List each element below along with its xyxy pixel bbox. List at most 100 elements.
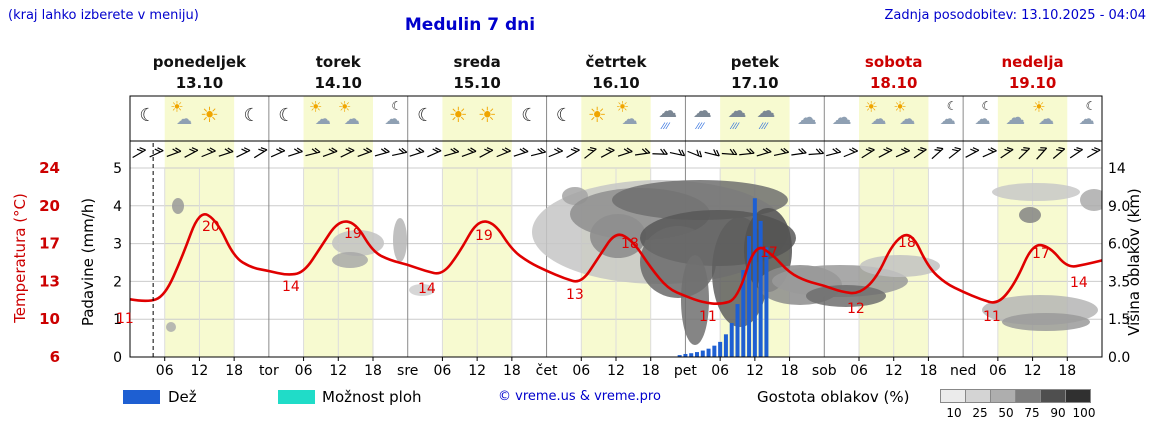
rain-bar (741, 270, 746, 357)
rain-icon: ☁ ⁄⁄⁄ (692, 100, 712, 132)
cloud-shade (1002, 313, 1090, 331)
x-tick-label: 06 (711, 363, 729, 379)
rain-bar (695, 352, 699, 357)
x-tick-label: 18 (781, 363, 799, 379)
x-tick-label: 12 (607, 363, 625, 379)
x-tick-label: 18 (364, 363, 382, 379)
cloud-moon-icon: ☾ ☁ (1078, 99, 1097, 128)
temp-value-label: 11 (983, 309, 1001, 325)
temp-value-label: 19 (344, 226, 362, 242)
x-tick-label: 06 (572, 363, 590, 379)
rain-bar (718, 341, 723, 357)
rain-legend-label: Dež (168, 388, 197, 406)
day-name: torek (315, 53, 361, 71)
day-header: sobota 18.10 (824, 52, 963, 94)
wind-barb-icon (288, 147, 303, 157)
wind-barb-icon (721, 148, 738, 156)
precip-tick-label: 5 (113, 161, 122, 177)
x-tick-label: 06 (156, 363, 174, 379)
rain-bar (677, 355, 682, 357)
moon-icon: ☾ (555, 105, 573, 126)
wind-barb-icon (166, 147, 182, 157)
cloud-scale-box (965, 389, 991, 403)
cloud-density-scale-values: 10 25 50 75 90 100 (941, 406, 1097, 420)
cloud-scale-value: 75 (1024, 406, 1040, 420)
temp-tick-label: 6 (50, 348, 60, 366)
day-date: 13.10 (175, 74, 224, 92)
wind-barb-icon (201, 147, 216, 158)
wind-barb-icon (513, 147, 529, 157)
cloudy-icon: ☁ (1005, 105, 1026, 129)
cloud-scale-value: 50 (998, 406, 1014, 420)
precip-tick-label: 4 (113, 199, 122, 215)
x-tick-label: 12 (191, 363, 209, 379)
day-date: 19.10 (1008, 74, 1057, 92)
rain-bar (735, 304, 740, 357)
moon-icon: ☾ (278, 105, 295, 126)
wind-barb-icon (409, 147, 425, 157)
temp-tick-label: 17 (39, 235, 60, 253)
sunny-icon: ☀ (587, 103, 607, 127)
cloud-moon-icon: ☾ ☁ (974, 99, 993, 128)
wind-barb-icon (1069, 147, 1083, 159)
day-date: 17.10 (731, 74, 779, 92)
rain-bar (729, 322, 734, 357)
day-header: nedelja 19.10 (963, 52, 1102, 94)
day-header: ponedeljek 13.10 (130, 52, 269, 94)
day-name: petek (730, 53, 779, 71)
temp-value-label: 17 (760, 245, 778, 261)
cloudy-icon: ☁ (831, 105, 852, 129)
day-date: 16.10 (592, 74, 640, 92)
x-day-label: čet (536, 363, 558, 379)
x-tick-label: 06 (295, 363, 313, 379)
credit-link[interactable]: © vreme.us & vreme.pro (498, 389, 661, 404)
cloud-shade (992, 183, 1080, 201)
temp-value-label: 11 (116, 311, 134, 327)
rain-bar (747, 236, 752, 357)
wind-barb-icon (861, 147, 875, 159)
x-tick-label: 06 (434, 363, 452, 379)
cloud-scale-value: 10 (946, 406, 962, 420)
precip-tick-label: 1 (113, 312, 122, 328)
moon-icon: ☾ (417, 105, 434, 126)
x-day-label: tor (259, 363, 279, 379)
wind-barb-icon (1052, 147, 1066, 159)
cloud-scale-box (990, 389, 1016, 403)
x-tick-label: 18 (920, 363, 938, 379)
partly-sunny-icon: ☀ ☁ (170, 98, 193, 128)
cloud-tick-label: 0.0 (1108, 350, 1130, 366)
wind-barb-icon (340, 147, 355, 158)
partly-sunny-icon: ☀ ☁ (308, 98, 331, 128)
day-header: sreda 15.10 (408, 52, 547, 94)
temp-tick-label: 20 (39, 197, 60, 215)
moon-icon: ☾ (139, 105, 156, 126)
temp-value-label: 17 (1032, 246, 1050, 262)
wind-barb-icon (843, 147, 859, 158)
wind-barb-icon (634, 148, 651, 156)
cloud-moon-icon: ☾ ☁ (939, 99, 958, 128)
wind-barb-icon (1000, 147, 1014, 159)
wind-barb-icon (479, 147, 494, 158)
wind-barb-icon (392, 147, 408, 157)
cloud-scale-box (1065, 389, 1091, 403)
cloud-density-scale (940, 389, 1091, 403)
temp-value-label: 12 (847, 301, 865, 317)
temp-tick-label: 13 (39, 272, 60, 290)
wind-barb-icon (878, 147, 893, 158)
rain-bar (700, 350, 705, 357)
temp-value-label: 18 (621, 236, 639, 252)
temp-value-label: 14 (282, 279, 300, 295)
rain-icon: ☁ ⁄⁄⁄ (756, 100, 776, 132)
wind-barb-icon (427, 147, 442, 158)
rain-icon: ☁ ⁄⁄⁄ (727, 100, 747, 132)
day-header: torek 14.10 (269, 52, 408, 94)
wind-barb-icon (791, 148, 807, 156)
x-tick-label: 06 (989, 363, 1007, 379)
last-update-text: Zadnja posodobitev: 13.10.2025 - 04:04 (884, 8, 1146, 23)
temp-tick-label: 10 (39, 310, 60, 328)
rain-bar (706, 348, 711, 357)
x-day-label: sre (397, 363, 418, 379)
rain-bar (723, 334, 728, 357)
cloud-scale-box (940, 389, 966, 403)
wind-barb-icon (496, 147, 511, 158)
